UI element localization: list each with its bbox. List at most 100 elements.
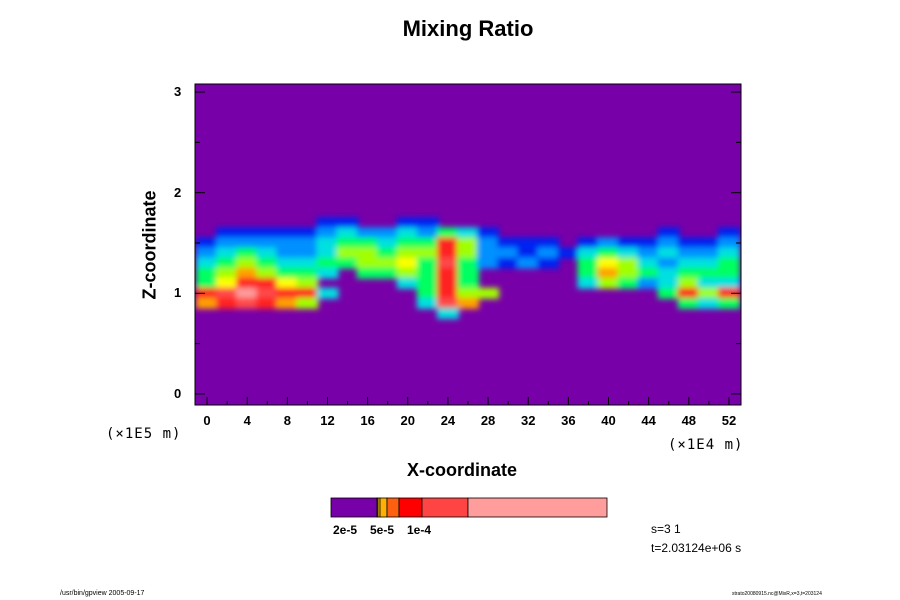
heatmap-cell (236, 297, 259, 309)
colorbar-label-1: 2e-5 (333, 523, 358, 537)
heatmap-cell (296, 257, 319, 269)
heatmap-cell (517, 237, 540, 249)
heatmap-cell (296, 287, 319, 299)
heatmap-cell (456, 227, 480, 239)
heatmap-cell (677, 267, 700, 279)
footer-right: strato20080915.nc@MixR,x=3,t=203124 (732, 591, 822, 597)
heatmap-cell (677, 297, 700, 309)
x-tick-label: 48 (681, 413, 697, 428)
heatmap-cell (436, 267, 459, 279)
heatmap-cell (256, 237, 279, 249)
heatmap-cell (376, 257, 399, 269)
colorbar-label-3: 1e-4 (407, 523, 432, 537)
heatmap-cell (456, 297, 480, 309)
x-tick-label: 0 (203, 413, 211, 428)
heatmap-cell (316, 257, 339, 269)
heatmap-cell (677, 257, 700, 269)
colorbar-segment (330, 497, 378, 518)
heatmap-cell (416, 257, 439, 269)
heatmap-cell (256, 297, 279, 309)
heatmap-cell (236, 227, 259, 239)
heatmap-cell (637, 267, 660, 279)
heatmap-cell (717, 247, 740, 259)
colorbar-label-2: 5e-5 (370, 523, 395, 537)
x-tick-label: 44 (641, 413, 656, 428)
heatmap-cell (657, 257, 680, 269)
heatmap-cell (256, 257, 279, 269)
heatmap-cell (376, 247, 399, 259)
heatmap-cell (477, 247, 500, 259)
heatmap-cell (416, 297, 439, 309)
heatmap-cell (456, 257, 480, 269)
heatmap-cell (416, 267, 439, 279)
heatmap-cell (677, 277, 700, 289)
heatmap-cell (216, 267, 239, 279)
t-info: t=2.03124e+06 s (651, 541, 742, 555)
heatmap-cell (597, 257, 620, 269)
heatmap-cell (537, 237, 560, 249)
heatmap-cell (356, 237, 379, 249)
heatmap-cell (537, 247, 560, 259)
x-unit-label: (×1E4 m) (668, 437, 744, 453)
heatmap-cell (276, 237, 299, 249)
plot-frame (194, 83, 742, 406)
heatmap-cell (717, 267, 740, 279)
heatmap-cell (216, 227, 239, 239)
heatmap-cell (557, 247, 580, 259)
colorbar-segment (467, 497, 608, 518)
x-axis-label: X-coordinate (407, 460, 518, 480)
heatmap-cell (316, 227, 339, 239)
chart-title: Mixing Ratio (402, 16, 534, 41)
heatmap-cell (356, 247, 379, 259)
colorbar-segment (421, 497, 469, 518)
heatmap-cell (216, 237, 239, 249)
heatmap-cell (697, 277, 720, 289)
heatmap-cell (296, 237, 319, 249)
footer-left: /usr/bin/gpview 2005-09-17 (60, 590, 145, 597)
heatmap-cell (196, 297, 219, 309)
y-tick-label: 1 (174, 285, 182, 301)
heatmap-cell (196, 287, 219, 299)
heatmap-cell (577, 277, 600, 289)
heatmap-cell (617, 247, 640, 259)
heatmap-cell (697, 257, 720, 269)
heatmap-cell (196, 277, 219, 289)
heatmap-cell (296, 277, 319, 289)
heatmap-cell (216, 257, 239, 269)
heatmap-cell (336, 217, 359, 229)
heatmap-cell (637, 247, 660, 259)
heatmap-cell (276, 277, 299, 289)
heatmap-cell (256, 227, 279, 239)
heatmap-cell (196, 257, 219, 269)
heatmap-cell (577, 237, 600, 249)
heatmap-cell (316, 237, 339, 249)
x-tick-label: 32 (520, 413, 536, 428)
heatmap-cell (436, 307, 459, 319)
heatmap-cell (336, 247, 359, 259)
heatmap-cell (497, 237, 520, 249)
heatmap-cell (256, 287, 279, 299)
x-tick-label: 8 (283, 413, 291, 428)
heatmap-cell (597, 237, 620, 249)
x-tick-label: 20 (400, 413, 415, 428)
y-axis-label: Z-coordinate (139, 190, 160, 300)
heatmap-cell (517, 247, 540, 259)
heatmap-cell (216, 247, 239, 259)
heatmap-cell (637, 277, 660, 289)
heatmap-cell (477, 287, 500, 299)
heatmap-cell (697, 247, 720, 259)
heatmap-cell (657, 237, 680, 249)
heatmap-cell (577, 267, 600, 279)
heatmap-cell (256, 277, 279, 289)
x-tick-label: 40 (601, 413, 616, 428)
heatmap-cell (577, 257, 600, 269)
heatmap-cell (396, 217, 419, 229)
heatmap-cell (677, 287, 700, 299)
heatmap-cell (276, 247, 299, 259)
heatmap-cell (717, 287, 740, 299)
heatmap-cell (316, 217, 339, 229)
colorbar-segment (386, 497, 400, 518)
heatmap-cell (336, 257, 359, 269)
heatmap-cell (216, 287, 239, 299)
